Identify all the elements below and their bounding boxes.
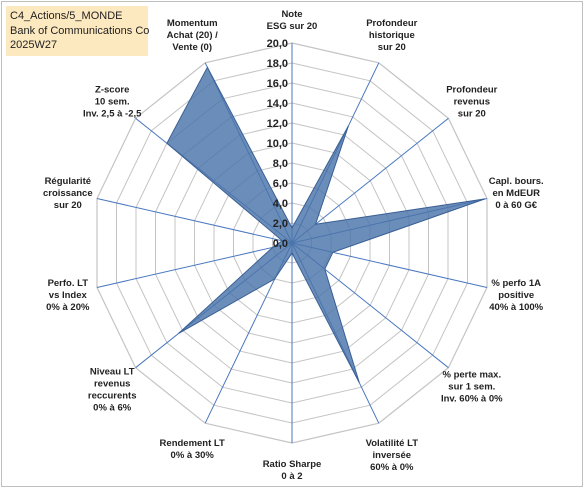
axis-spoke [96,198,293,244]
axis-label-line: sur 20 [458,109,486,120]
radar-tick-labels: 0,0 2,0 4,0 6,0 8,0 10,0 12,0 14,0 16,0 18,0 20,0 [267,38,288,250]
axis-label-line: vs Index [49,290,88,301]
axis-label-line: Z-score [95,85,129,96]
axis-label-line: Note [281,9,302,20]
axis-label-line: sur 20 [54,200,82,211]
axis-label-line: Inv. 2,5 à -2,5 [83,109,142,120]
radar-axis-labels: Note ESG sur 20 Profondeur historique sur 20… [43,9,544,482]
axis-label-line: 0 à 2 [281,471,302,482]
tick-label: 4,0 [273,198,288,210]
axis-label-line: Capl. bours. [489,176,544,187]
header-line-2: Bank of Communications Co [10,24,150,37]
tick-label: 2,0 [273,218,288,230]
axis-label: Ratio Sharpe 0 à 2 [263,459,322,482]
axis-label: Rendement LT 0% à 30% [160,438,225,461]
axis-label-line: revenus [94,379,130,390]
tick-label: 12,0 [267,118,288,130]
axis-label-line: Niveau LT [90,367,135,378]
axis-label-line: reccurents [88,391,137,402]
axis-label-line: inversée [373,450,412,461]
tick-label: 14,0 [267,98,288,110]
axis-label-line: 40% à 100% [489,302,543,313]
axis-label: % perte max. sur 1 sem. Inv. 60% à 0% [441,369,503,404]
axis-label: % perfo 1A positive 40% à 100% [489,278,543,313]
axis-label: Note ESG sur 20 [267,9,318,32]
axis-label: Volatilité LT inversée 60% à 0% [366,438,419,473]
axis-label-line: 0% à 6% [93,403,132,414]
axis-spoke [96,242,293,288]
axis-label-line: Momentum [167,18,218,29]
series-area [166,66,486,383]
axis-label-line: Rendement LT [160,438,225,449]
axis-label-line: Vente (0) [172,42,212,53]
radar-series [166,66,486,383]
axis-label-line: Régularité [45,176,91,187]
axis-label-line: sur 1 sem. [448,381,495,392]
axis-label-line: revenus [454,97,490,108]
axis-label: Niveau LT revenus reccurents 0% à 6% [88,367,137,414]
axis-label-line: Inv. 60% à 0% [441,393,503,404]
axis-label: Profondeur historique sur 20 [366,18,417,53]
axis-label-line: croissance [43,188,93,199]
axis-label-line: ESG sur 20 [267,21,318,32]
axis-label-line: en MdEUR [492,188,540,199]
axis-label-line: Profondeur [446,85,497,96]
tick-label: 20,0 [267,38,288,50]
axis-label-line: Perfo. LT [48,278,89,289]
axis-label-line: 0 à 60 G€ [495,200,537,211]
axis-label-line: historique [369,30,415,41]
header-line-3: 2025W27 [10,39,58,51]
axis-label-line: sur 20 [378,42,406,53]
axis-label-line: % perte max. [442,369,501,380]
axis-label-line: % perfo 1A [491,278,541,289]
tick-label: 6,0 [273,178,288,190]
axis-label-line: 0% à 20% [46,302,90,313]
axis-label-line: 0% à 30% [171,450,215,461]
axis-label-line: Achat (20) / [167,30,219,41]
axis-label: Capl. bours. en MdEUR 0 à 60 G€ [489,176,544,211]
axis-label: Régularité croissance sur 20 [43,176,93,211]
tick-label: 16,0 [267,78,288,90]
tick-label: 18,0 [267,58,288,70]
tick-label: 8,0 [273,158,288,170]
axis-label-line: positive [498,290,534,301]
chart-header-box: C4_Actions/5_MONDE Bank of Communication… [6,6,150,56]
tick-label: 0,0 [273,238,288,250]
axis-label-line: Profondeur [366,18,417,29]
axis-label-line: 60% à 0% [370,462,414,473]
axis-label-line: 10 sem. [95,97,130,108]
axis-label: Momentum Achat (20) / Vente (0) [167,18,219,53]
axis-label: Z-score 10 sem. Inv. 2,5 à -2,5 [83,85,142,120]
axis-label: Profondeur revenus sur 20 [446,85,497,120]
axis-spoke [291,117,449,244]
axis-label-line: Ratio Sharpe [263,459,322,470]
header-line-1: C4_Actions/5_MONDE [10,10,123,22]
axis-label: Perfo. LT vs Index 0% à 20% [46,278,90,313]
tick-label: 10,0 [267,138,288,150]
axis-label-line: Volatilité LT [366,438,419,449]
